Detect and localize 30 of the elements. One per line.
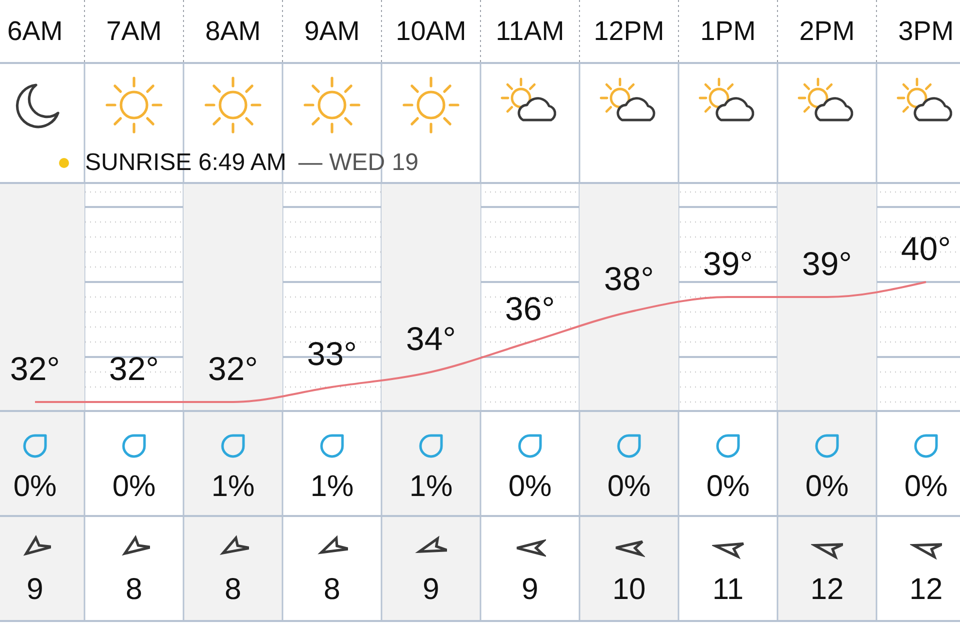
data-label: 0%: [706, 470, 750, 503]
data-label: 11: [712, 573, 744, 606]
data-label: 0%: [607, 470, 651, 503]
data-label: 0%: [112, 470, 156, 503]
data-label: 0%: [13, 470, 57, 503]
data-label: 9: [26, 573, 44, 606]
data-label: 8: [224, 573, 242, 606]
data-label: 9: [422, 573, 440, 606]
data-label: 8: [126, 573, 142, 606]
data-label: 1%: [310, 470, 354, 503]
data-label: 39°: [703, 244, 753, 282]
data-label: 32°: [10, 350, 60, 386]
data-label: 32°: [109, 350, 159, 386]
data-label: 12: [909, 573, 943, 606]
data-label: 33°: [307, 334, 357, 372]
data-label: 8: [324, 573, 340, 606]
data-label: 0%: [904, 470, 948, 503]
data-label: 12: [810, 573, 844, 606]
data-label: 39°: [802, 244, 852, 282]
data-label: 34°: [406, 320, 456, 356]
data-label: 1%: [211, 470, 255, 503]
data-label: 36°: [505, 290, 555, 326]
data-label: 32°: [208, 350, 258, 386]
data-label: 10: [612, 573, 646, 606]
data-label: 0%: [805, 470, 849, 503]
data-label: 0%: [508, 470, 552, 503]
data-label: 38°: [604, 260, 654, 296]
data-label: 40°: [901, 230, 951, 266]
data-label: 1%: [409, 470, 453, 503]
data-label: 9: [522, 573, 538, 606]
